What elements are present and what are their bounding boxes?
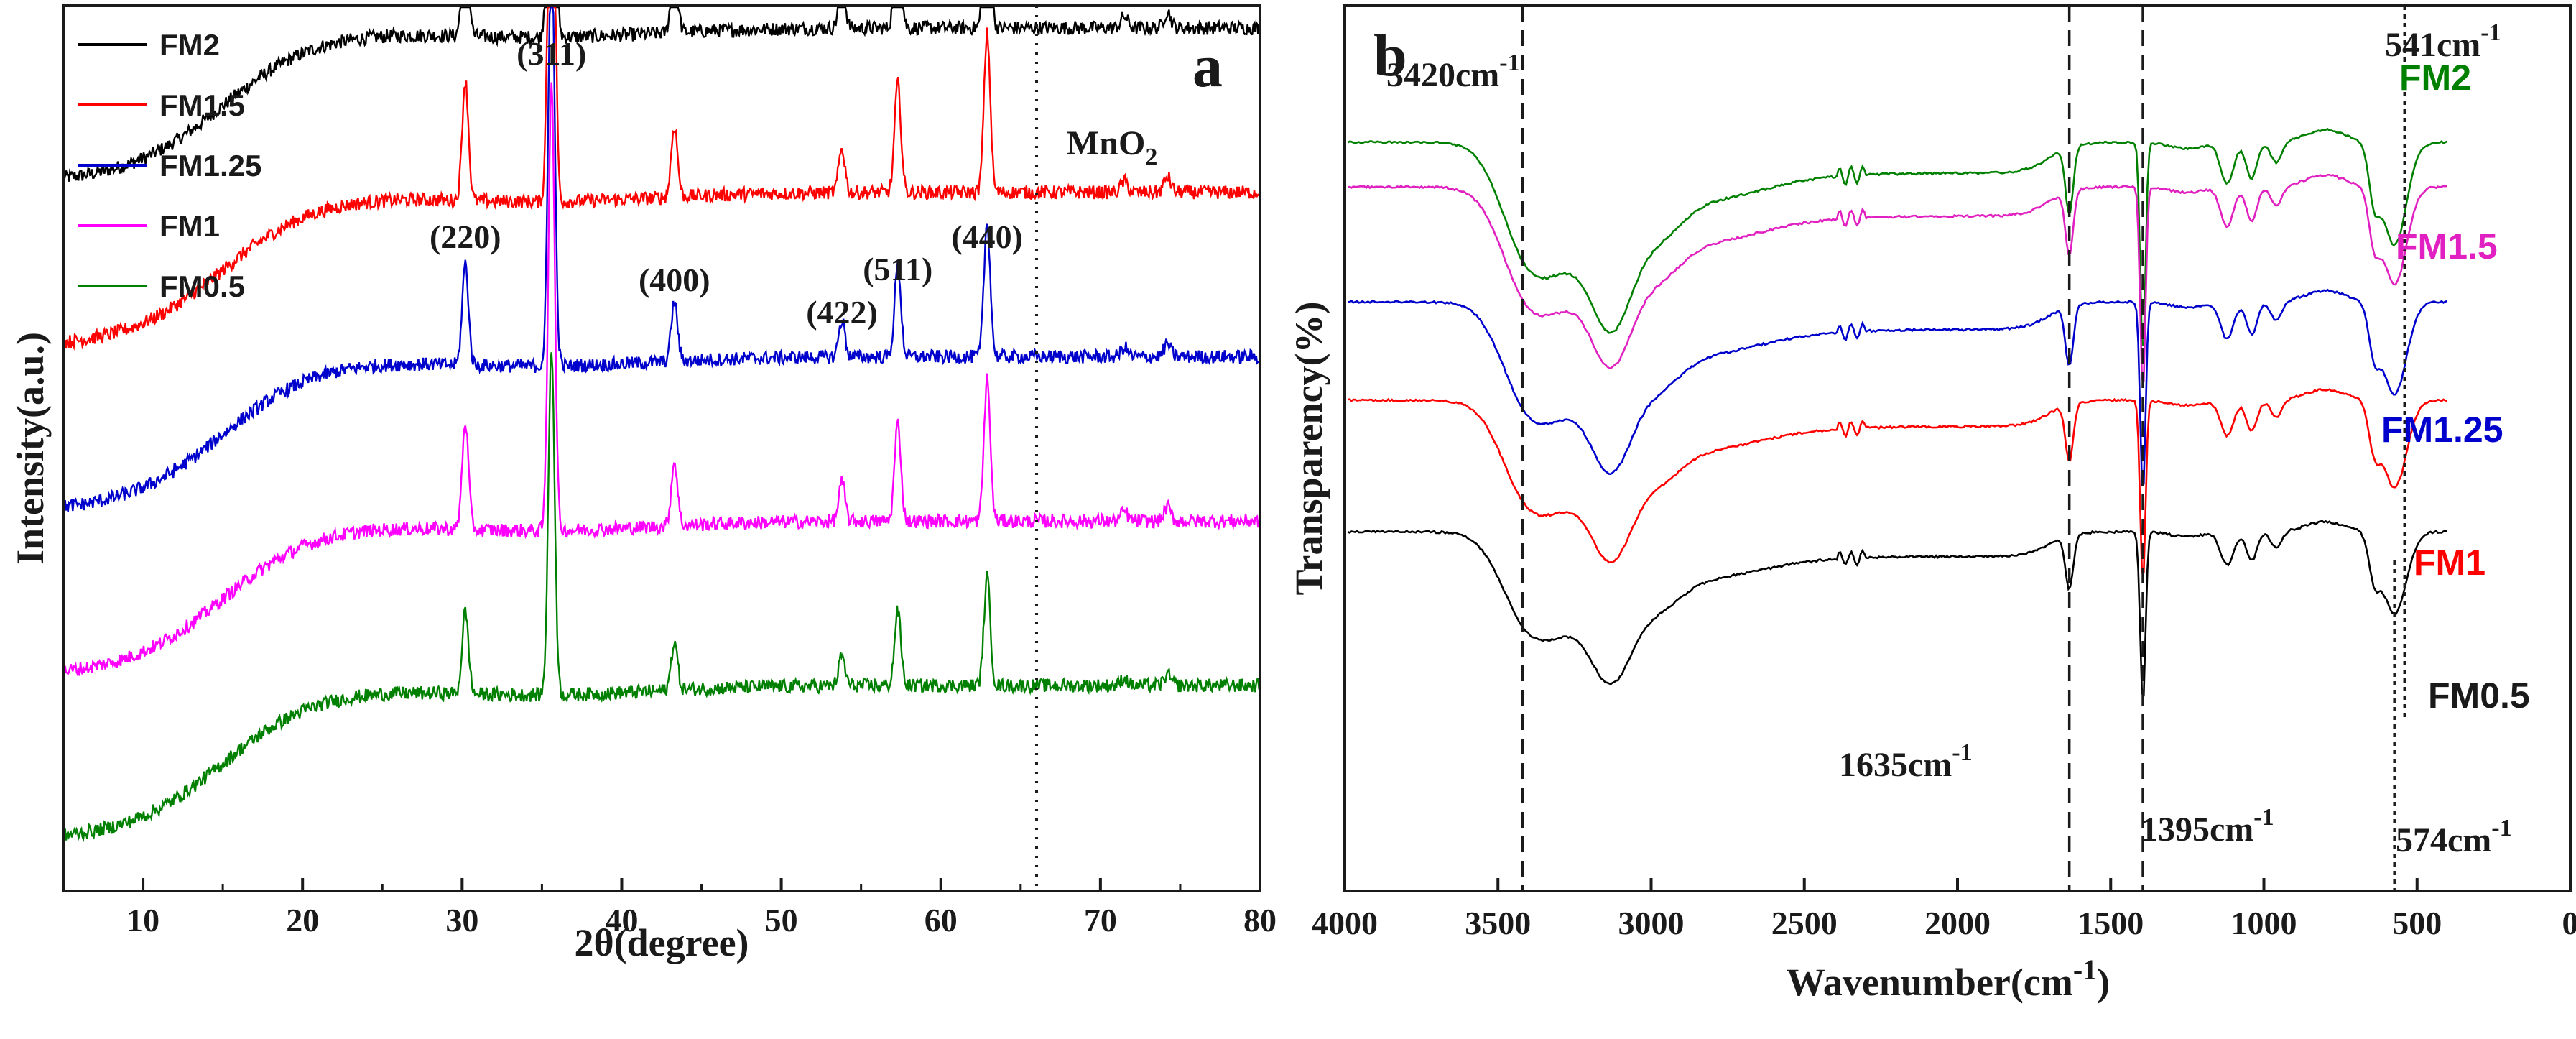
ftir-tick-label: 500 — [2392, 905, 2442, 941]
xrd-tick-label: 80 — [1243, 902, 1277, 938]
ftir-tick-label: 2500 — [1771, 905, 1838, 941]
ftir-series-label: FM1 — [2414, 542, 2485, 583]
ftir-tick-label: 1000 — [2231, 905, 2297, 941]
ftir-panel: 4000 3500 3000 2500 2000 1500 1000 500 0 FM2 FM1.… — [1287, 4, 2576, 1004]
xrd-x-axis-title: 2θ(degree) — [574, 921, 749, 964]
xrd-peak-label: (422) — [806, 294, 878, 331]
ftir-series-label: FM0.5 — [2428, 675, 2530, 716]
xrd-tick-label: 30 — [445, 902, 478, 938]
ftir-band-label: 541cm-1 — [2385, 19, 2501, 64]
xrd-tick-label: 70 — [1084, 902, 1117, 938]
ftir-tick-label: 3000 — [1618, 905, 1685, 941]
ftir-series-labels: FM2 FM1.5 FM1.25 FM1 FM0.5 — [2381, 57, 2530, 716]
ftir-tick-label: 1500 — [2077, 905, 2144, 941]
ftir-x-axis-title: Wavenumber(cm-1) — [1787, 953, 2110, 1004]
ftir-y-axis-title: Transparency(%) — [1287, 302, 1330, 596]
legend-label: FM1 — [159, 209, 220, 243]
xrd-tick-label: 10 — [126, 902, 159, 938]
legend-label: FM1.25 — [159, 149, 261, 183]
xrd-peak-label: (511) — [863, 251, 932, 287]
ftir-series-FM1.5 — [1347, 174, 2447, 382]
xrd-tick-label: 60 — [925, 902, 958, 938]
xrd-tick-label: 20 — [286, 902, 319, 938]
ftir-series-FM1 — [1348, 388, 2447, 573]
ftir-band-label: 3420cm-1 — [1386, 50, 1520, 94]
panel-label-b: b — [1373, 22, 1407, 89]
xrd-legend: FM2 FM1.5 FM1.25 FM1 FM0.5 — [78, 28, 261, 303]
xrd-tick-label: 40 — [605, 902, 638, 938]
xrd-peak-labels: (220) (311) (400) (422) (511) (440) — [430, 35, 1023, 331]
xrd-plot-frame — [62, 4, 1261, 892]
mno2-label: MnO2 — [1067, 124, 1157, 170]
legend-label: FM2 — [159, 28, 220, 62]
ftir-band-label: 1395cm-1 — [2141, 804, 2274, 849]
xrd-series-FM1 — [62, 82, 1260, 678]
ftir-tick-label: 2000 — [1924, 905, 1991, 941]
ftir-tick-label: 4000 — [1312, 905, 1378, 941]
ftir-band-label: 574cm-1 — [2396, 815, 2512, 859]
xrd-y-axis-title: Intensity(a.u.) — [9, 332, 52, 565]
ftir-band-label: 1635cm-1 — [1839, 739, 1973, 784]
xrd-series-FM0.5 — [62, 352, 1260, 842]
ftir-series-label: FM2 — [2399, 57, 2471, 98]
xrd-peak-label: (220) — [430, 218, 501, 255]
xrd-series-group — [62, 6, 1260, 842]
legend-label: FM1.5 — [159, 88, 245, 122]
ftir-tick-label: 3500 — [1465, 905, 1531, 941]
xrd-series-FM1.25 — [62, 6, 1260, 512]
xrd-series-FM2 — [62, 6, 1260, 182]
xrd-peak-label: (400) — [639, 262, 710, 298]
legend-label: FM0.5 — [159, 269, 245, 303]
xrd-x-ticks: 10 20 30 40 50 60 70 80 — [62, 878, 1277, 938]
ftir-tick-label: 0 — [2562, 905, 2576, 941]
ftir-series-FM0.5 — [1347, 520, 2447, 697]
ftir-x-ticks: 4000 3500 3000 2500 2000 1500 1000 500 0 — [1312, 878, 2576, 941]
ftir-series-label: FM1.25 — [2381, 410, 2503, 450]
ftir-series-FM1.25 — [1347, 288, 2447, 486]
ftir-series-group — [1347, 127, 2448, 697]
xrd-tick-label: 50 — [765, 902, 798, 938]
ftir-series-FM2 — [1347, 127, 2448, 346]
xrd-peak-label: (311) — [516, 35, 586, 72]
xrd-series-FM1.5 — [62, 6, 1260, 352]
ftir-band-labels: 3420cm-1 1635cm-1 1395cm-1 574cm-1 541cm-1 — [1386, 19, 2512, 859]
xrd-peak-label: (440) — [951, 218, 1023, 255]
panel-label-a: a — [1192, 33, 1223, 100]
xrd-panel: 10 20 30 40 50 60 70 80 (220) (311) (400) (422) (51… — [9, 4, 1277, 964]
ftir-band-lines — [1521, 6, 2406, 891]
ftir-series-label: FM1.5 — [2396, 226, 2498, 267]
